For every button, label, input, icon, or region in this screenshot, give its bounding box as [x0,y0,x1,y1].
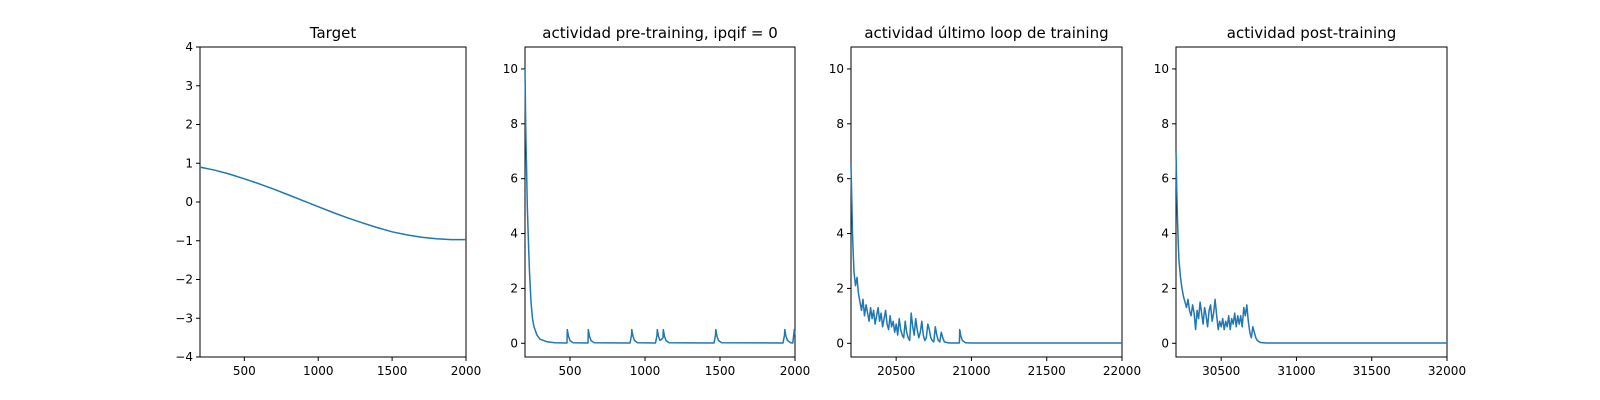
y-tick-label: −4 [175,350,193,364]
y-tick-label: 4 [1161,227,1169,241]
y-tick-label: 6 [836,172,844,186]
series-line [1175,151,1447,344]
series-line [850,164,1122,344]
axes-frame [1175,46,1448,358]
x-tick-label: 32000 [1428,364,1466,378]
y-tick-label: 6 [1161,172,1169,186]
x-tick-label: 31000 [1277,364,1315,378]
x-tick-label: 21000 [952,364,990,378]
y-tick-label: 3 [185,79,193,93]
series-line [199,166,466,241]
y-tick-label: 0 [1161,336,1169,350]
y-tick-label: −3 [175,311,193,325]
chart-title: actividad último loop de training [864,24,1108,42]
chart-title: actividad post-training [1227,24,1396,42]
y-tick-label: 4 [836,227,844,241]
y-tick-label: 1 [185,156,193,170]
x-tick-label: 30500 [1202,364,1240,378]
y-tick-label: 10 [503,62,518,76]
y-tick-label: 8 [1161,117,1169,131]
panel-post-training: actividad post-training 30500 31000 31500 32… [1154,24,1466,378]
chart-title: actividad pre-training, ipqif = 0 [542,24,778,42]
y-tick-label: −2 [175,273,193,287]
y-tick-label: −1 [175,234,193,248]
y-tick-label: 2 [1161,281,1169,295]
x-tick-label: 31500 [1353,364,1391,378]
x-tick-label: 21500 [1028,364,1066,378]
y-tick-label: 8 [510,117,518,131]
y-tick-label: 2 [510,281,518,295]
axes-frame [524,46,796,358]
x-tick-label: 500 [233,364,256,378]
x-tick-label: 1000 [303,364,334,378]
x-tick-label: 500 [559,364,582,378]
x-tick-label: 2000 [451,364,482,378]
panel-target: Target 500 1000 1500 2000 −4 −3 −2 −1 0 1 2 3 4 [175,24,481,378]
y-tick-label: 2 [836,281,844,295]
axes-frame [199,46,467,358]
y-tick-label: 0 [185,195,193,209]
y-tick-label: 4 [510,227,518,241]
x-tick-label: 2000 [780,364,811,378]
y-tick-label: 8 [836,117,844,131]
x-tick-label: 1000 [630,364,661,378]
y-tick-label: 0 [836,336,844,350]
panel-pre-training: actividad pre-training, ipqif = 0 500 1000… [503,24,811,378]
series-line [524,68,796,344]
y-tick-label: 4 [185,40,193,54]
x-tick-label: 22000 [1103,364,1141,378]
x-tick-label: 1500 [705,364,736,378]
y-tick-label: 10 [829,62,844,76]
x-tick-label: 1500 [377,364,408,378]
y-tick-label: 2 [185,118,193,132]
axes-frame [850,46,1123,358]
y-tick-label: 6 [510,172,518,186]
y-tick-label: 10 [1154,62,1169,76]
chart-title: Target [309,24,357,42]
x-tick-label: 20500 [877,364,915,378]
y-tick-label: 0 [510,336,518,350]
